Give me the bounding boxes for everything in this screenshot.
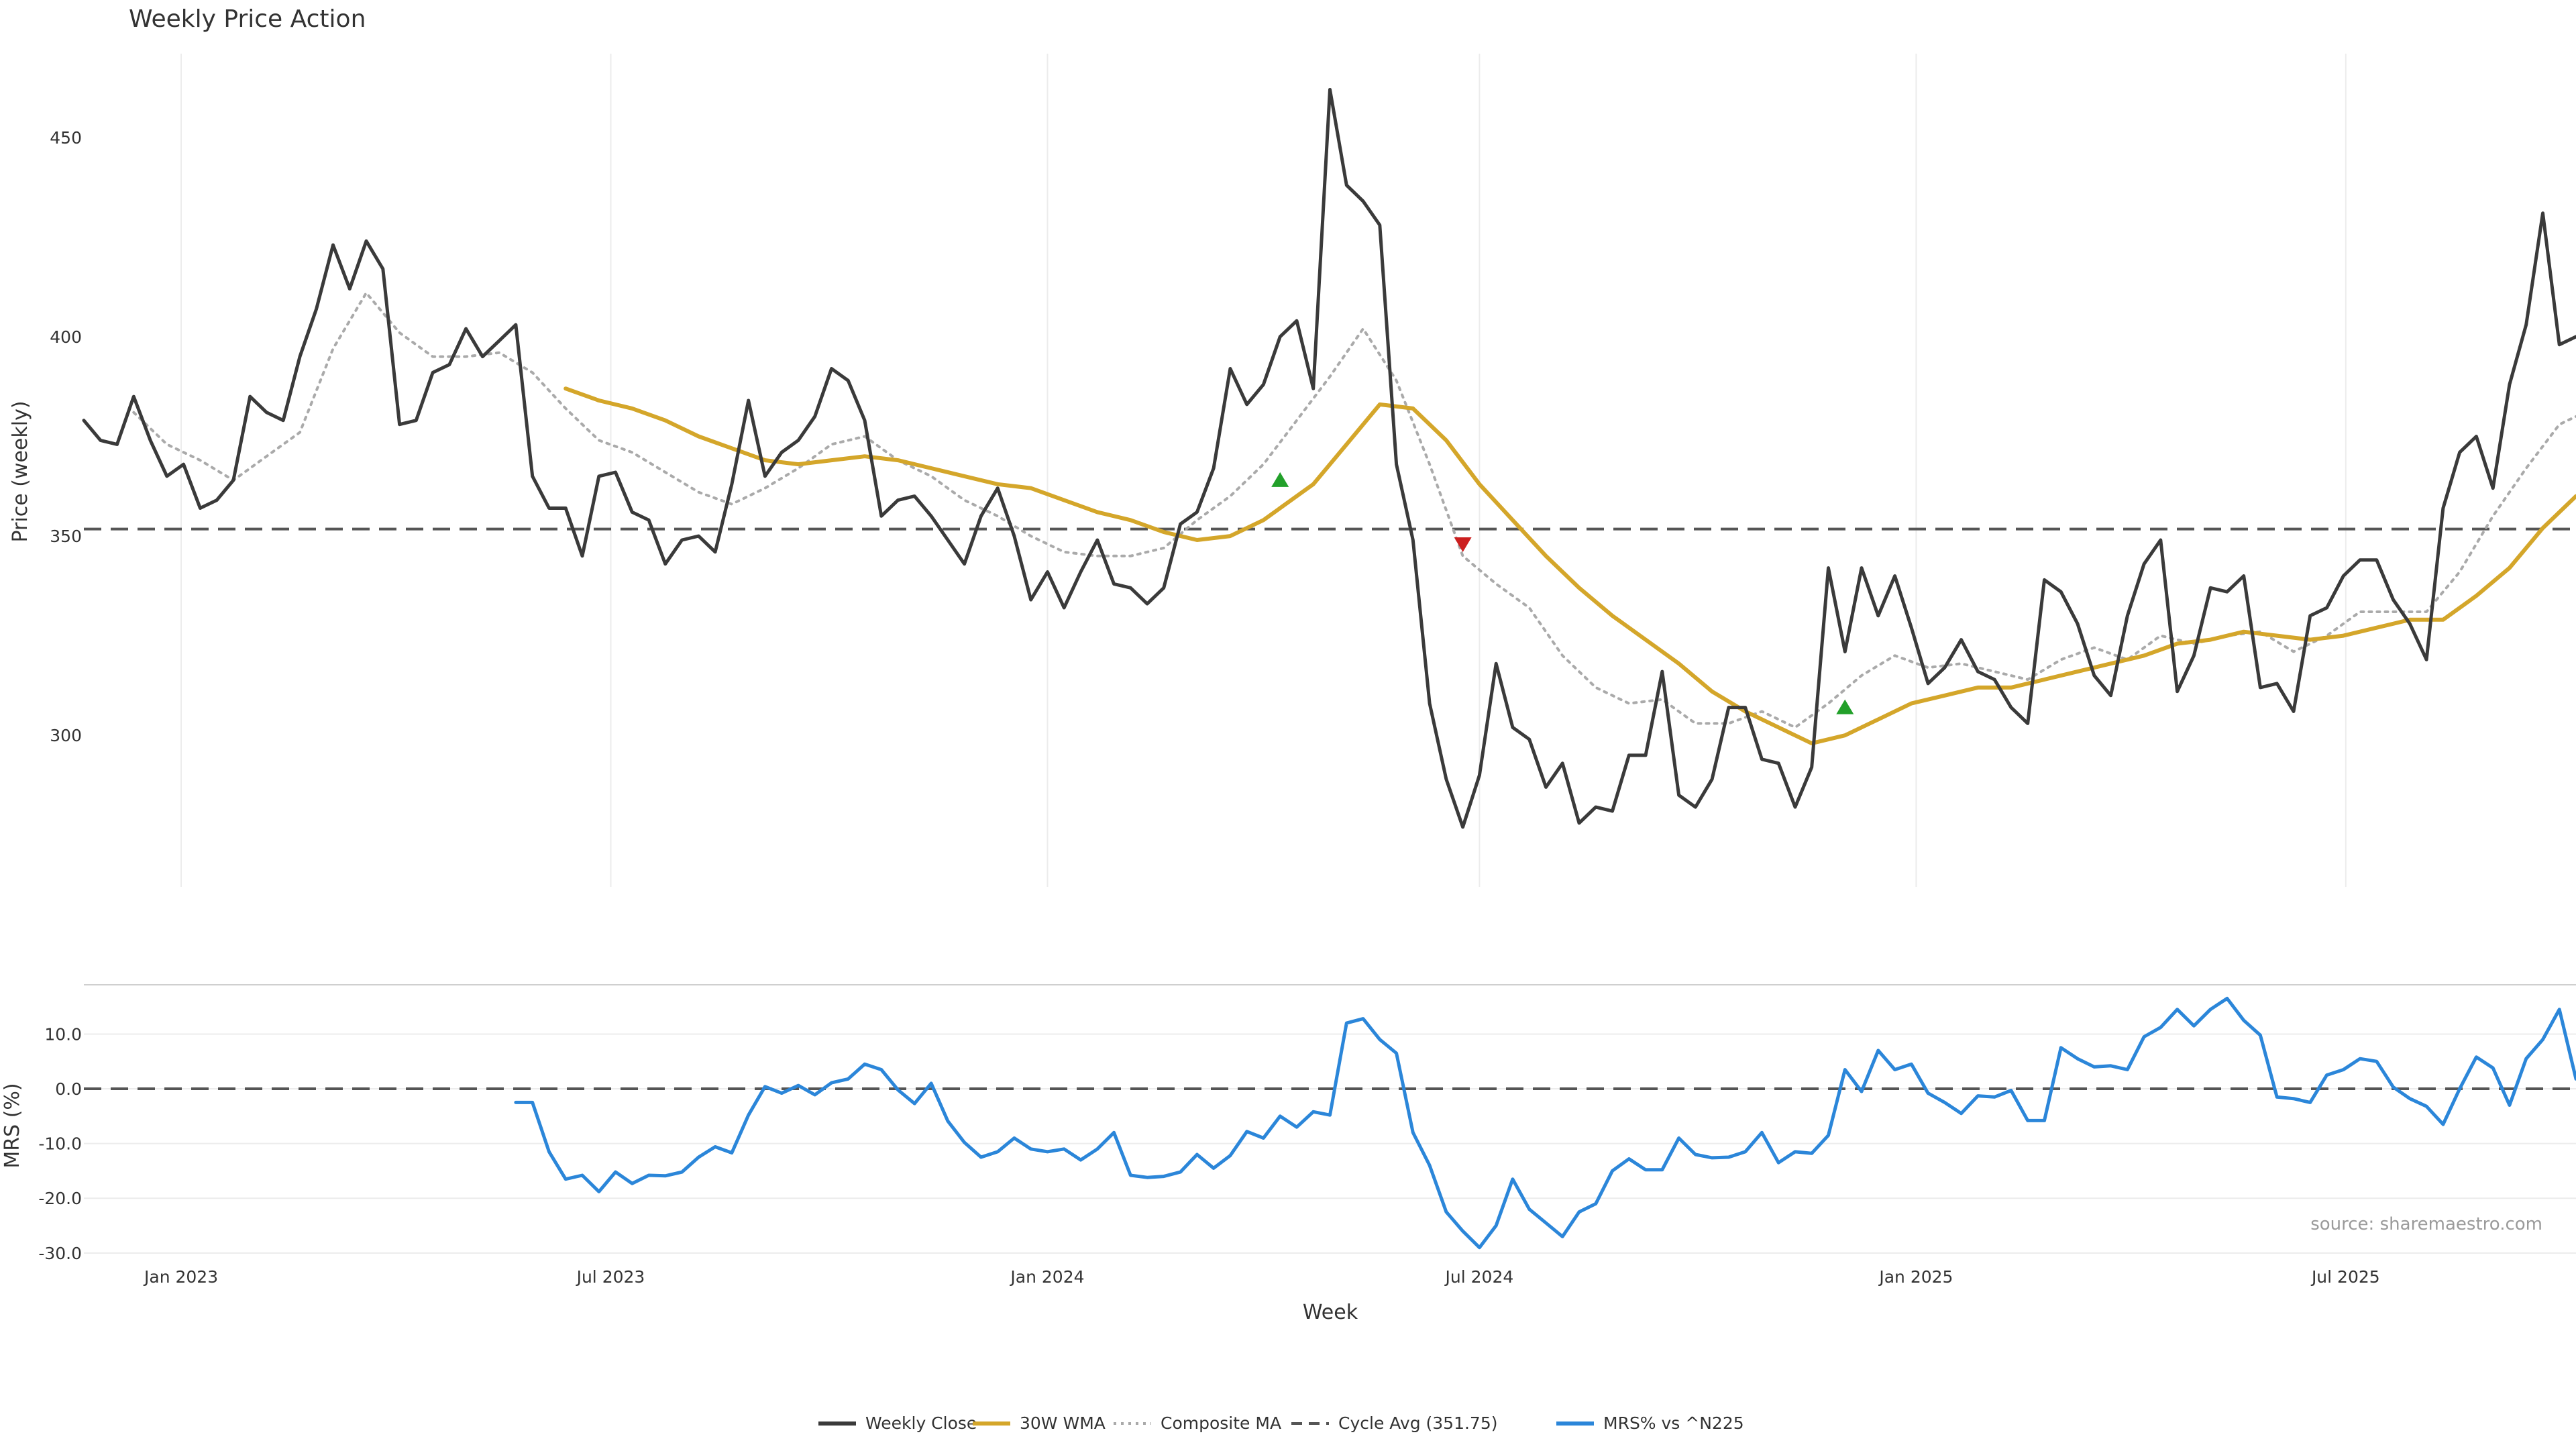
legend-label-2: Composite MA [1161,1413,1281,1433]
x-tick-0: Jan 2023 [143,1267,218,1287]
legend-label-0: Weekly Close [865,1413,977,1433]
x-tick-3: Jul 2024 [1444,1267,1514,1287]
x-tick-4: Jan 2025 [1878,1267,1953,1287]
composite-ma-line [132,291,2576,729]
x-tick-2: Jan 2024 [1009,1267,1084,1287]
price-y-tick-0: 300 [50,726,82,745]
source-note: source: sharemaestro.com [2310,1214,2542,1234]
signal-up-marker-0 [1271,472,1289,487]
wma-30w-line [564,386,2576,746]
price-y-tick-2: 400 [50,327,82,347]
price-y-tick-3: 450 [50,128,82,148]
mrs-y-tick-4: 10.0 [44,1024,82,1044]
legend-label-4: MRS% vs ^N225 [1603,1413,1744,1433]
price-y-tick-1: 350 [50,527,82,546]
mrs-line [514,996,2576,1250]
mrs-axis-label: MRS (%) [1,1083,24,1168]
mrs-panel: -30.0 -20.0 -10.0 0.0 10.0 Jan 2023 Jul 2023 Ja… [38,984,2576,1287]
legend-label-3: Cycle Avg (351.75) [1338,1413,1498,1433]
legend-label-1: 30W WMA [1020,1413,1106,1433]
price-axis-label: Price (weekly) [9,400,32,542]
mrs-y-tick-1: -20.0 [38,1189,82,1208]
weekly-close-line [82,88,2576,829]
price-panel: 300 350 400 450 [50,54,2576,887]
x-tick-1: Jul 2023 [576,1267,645,1287]
chart-title: Weekly Price Action [129,5,366,33]
mrs-y-tick-3: 0.0 [55,1079,82,1099]
x-tick-5: Jul 2025 [2310,1267,2380,1287]
mrs-y-tick-0: -30.0 [38,1244,82,1263]
legend: Weekly Close 30W WMA Composite MA Cycle Avg… [818,1413,1744,1433]
signal-down-marker-1 [1454,537,1472,552]
mrs-y-tick-2: -10.0 [38,1134,82,1154]
x-axis-label: Week [1303,1301,1358,1324]
signal-up-marker-2 [1836,699,1854,714]
